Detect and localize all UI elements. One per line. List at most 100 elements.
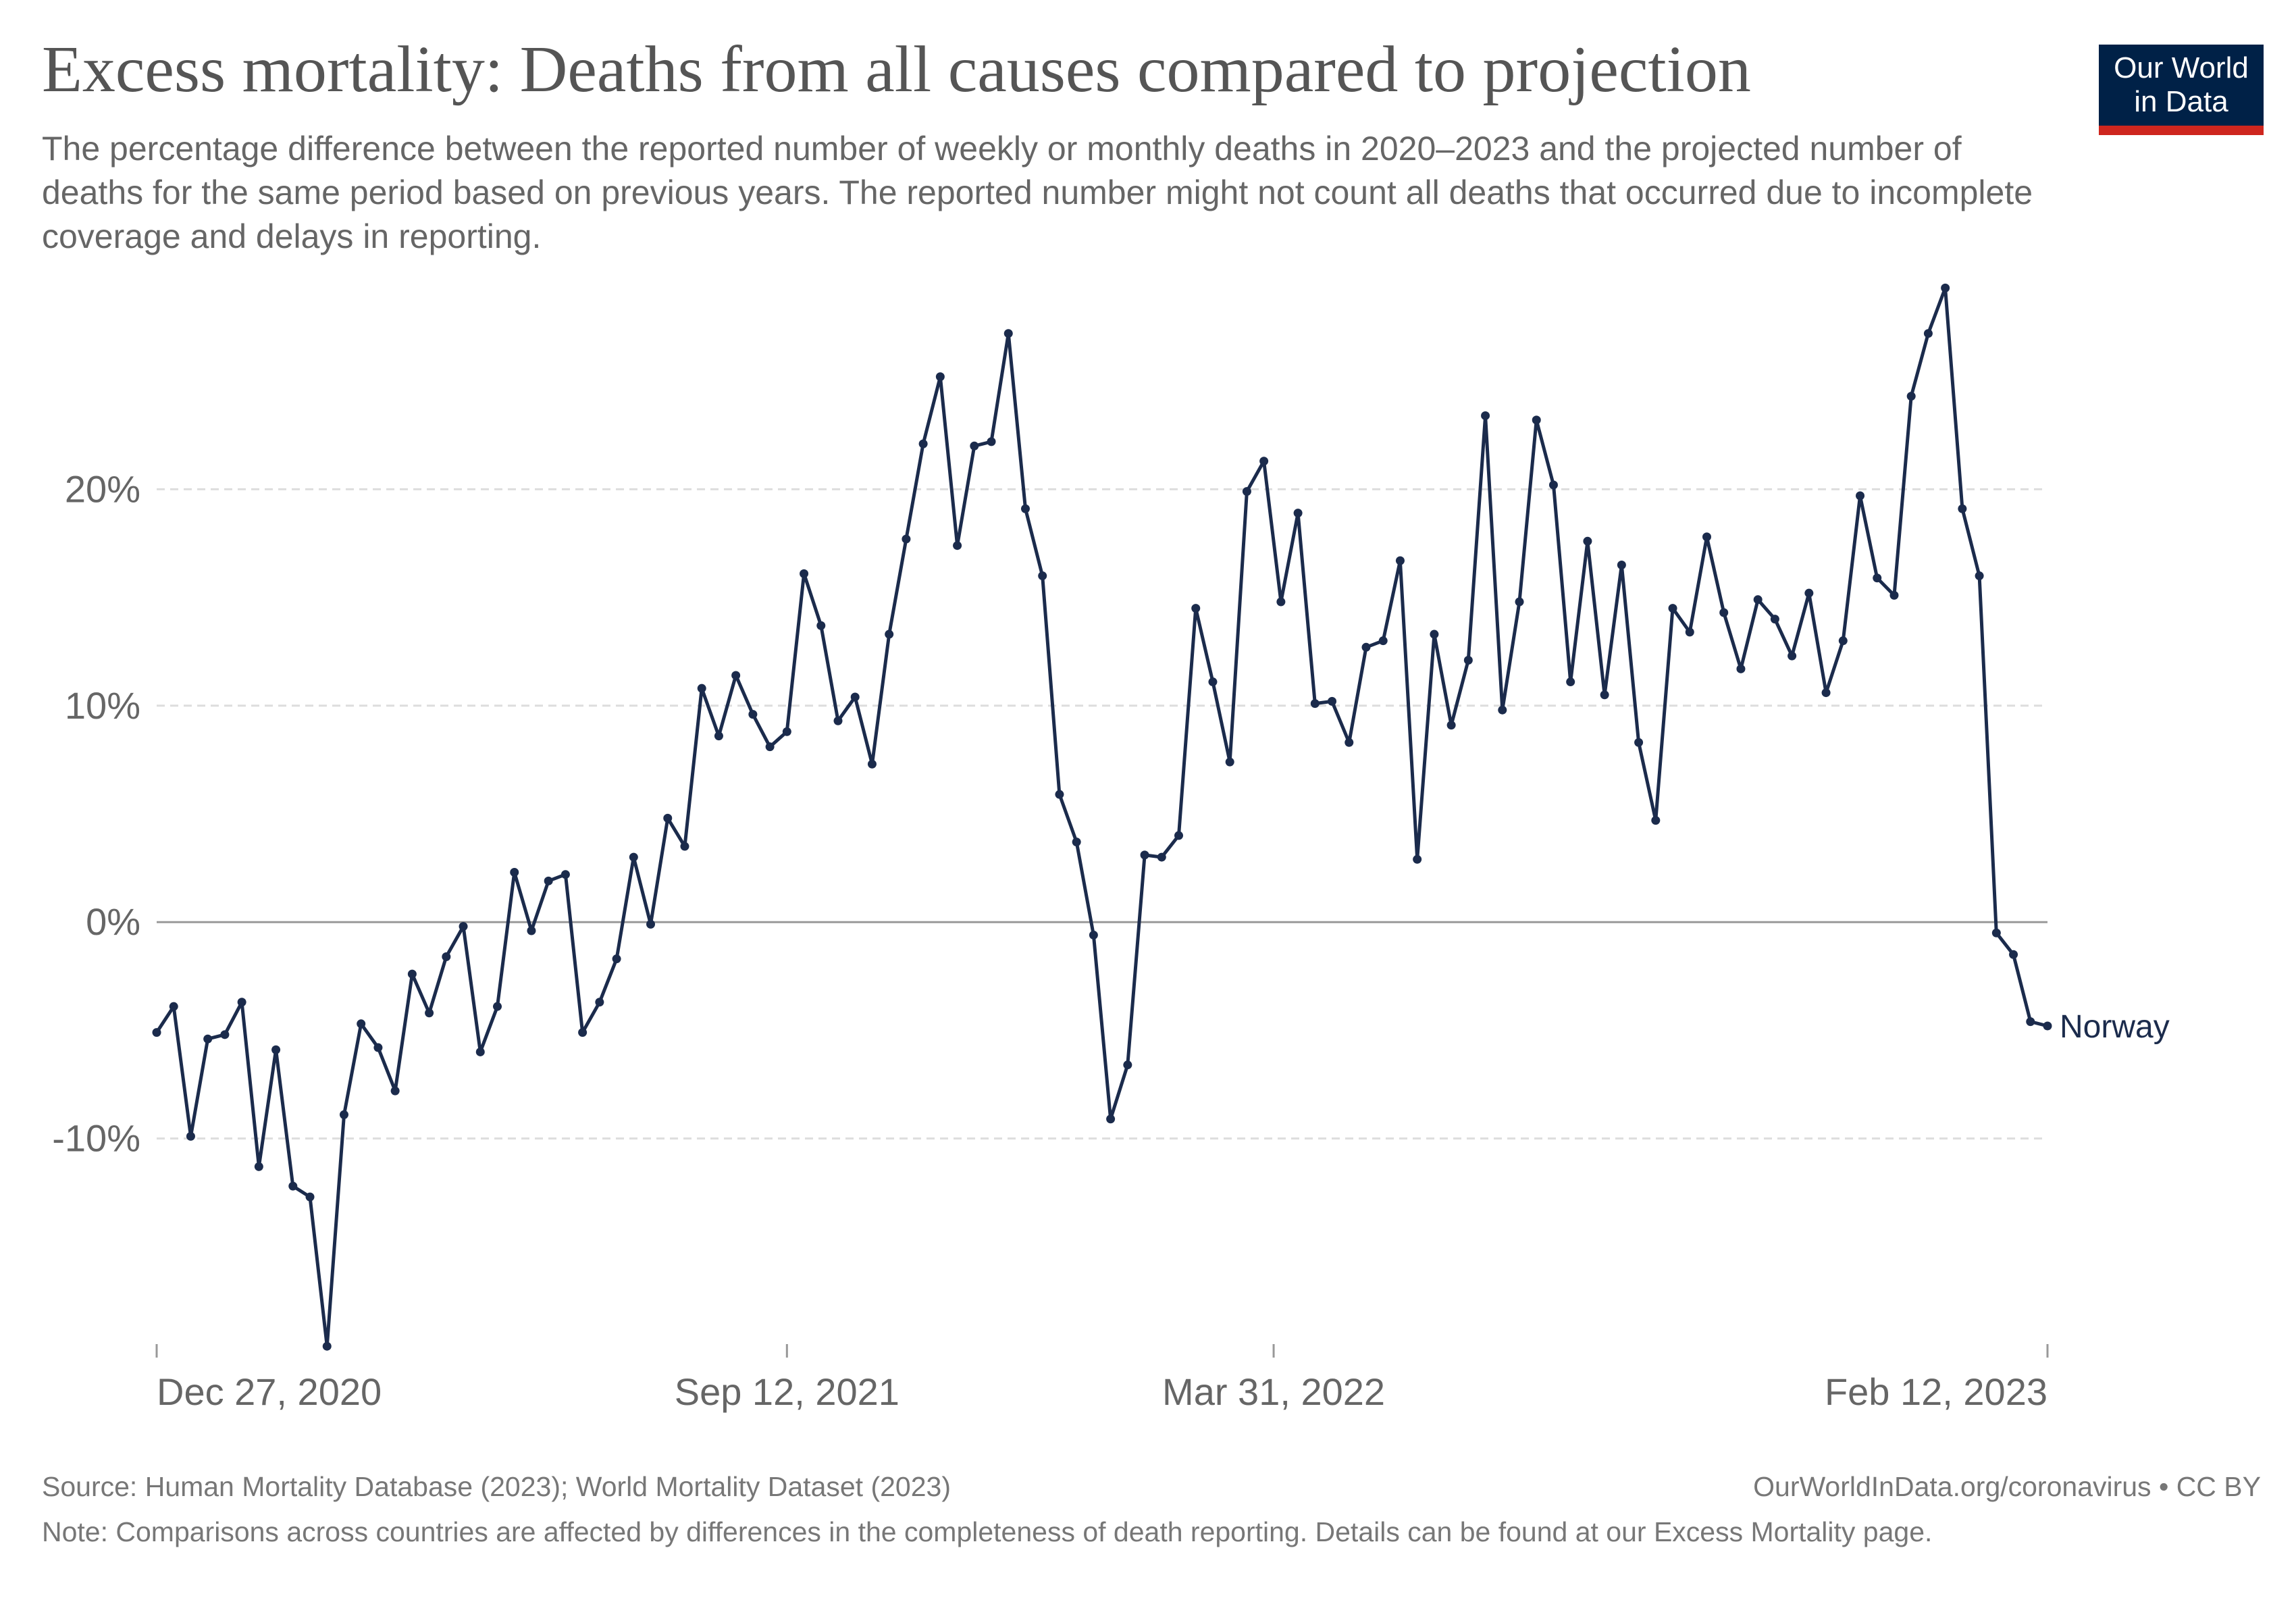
data-point (1345, 738, 1354, 747)
data-point (203, 1034, 213, 1044)
data-point (2043, 1021, 2052, 1031)
data-point (254, 1162, 263, 1171)
data-point (1804, 588, 1814, 598)
data-point (1413, 854, 1422, 864)
data-point (493, 1002, 502, 1011)
data-point (1651, 816, 1661, 825)
data-point (629, 852, 638, 862)
data-point (169, 1002, 178, 1011)
data-point (1055, 790, 1064, 799)
data-point (987, 437, 996, 446)
data-point (1481, 411, 1490, 420)
data-point (1668, 604, 1677, 613)
data-point (833, 716, 843, 725)
data-point (1395, 556, 1405, 565)
logo-line-2: in Data (2134, 85, 2228, 118)
data-point (1736, 664, 1746, 673)
data-point (697, 684, 706, 693)
data-point (1617, 561, 1626, 570)
data-point (1310, 699, 1320, 709)
data-point (237, 998, 246, 1007)
data-point (1753, 595, 1763, 604)
data-point (322, 1341, 332, 1351)
data-point (1430, 629, 1439, 639)
data-point (867, 759, 877, 769)
data-point (390, 1086, 400, 1096)
data-point (1072, 838, 1081, 847)
series-line (155, 286, 2050, 1348)
data-point (612, 954, 621, 964)
data-point (1906, 392, 1916, 401)
data-point (1515, 597, 1524, 607)
data-point (850, 692, 860, 702)
data-point (1941, 283, 1950, 292)
data-point (475, 1047, 485, 1056)
data-point (1821, 688, 1831, 698)
data-point (1889, 590, 1899, 600)
data-point (510, 868, 519, 877)
data-point (1583, 536, 1592, 546)
owid-logo[interactable]: Our World in Data (2099, 45, 2264, 135)
x-tick-label: Mar 31, 2022 (1162, 1370, 1385, 1413)
data-point (1259, 457, 1269, 466)
data-point (1038, 571, 1047, 581)
data-point (1600, 690, 1609, 700)
data-point (1991, 928, 2001, 937)
data-point (970, 441, 979, 451)
source-text: Source: Human Mortality Database (2023);… (42, 1471, 951, 1502)
data-point (1856, 491, 1865, 500)
data-point (339, 1110, 348, 1119)
data-point (800, 569, 809, 578)
data-point (1293, 509, 1303, 518)
x-tick-label: Sep 12, 2021 (675, 1370, 899, 1413)
data-point (1975, 571, 1984, 581)
data-point (220, 1030, 230, 1039)
data-point (2009, 950, 2018, 959)
data-point (1191, 604, 1201, 613)
line-chart: -10% 0% 10% 20% Dec 27, 2020 Sep 12, 2021 Mar … (52, 283, 2170, 1413)
data-point (1123, 1060, 1132, 1070)
data-point (918, 439, 928, 448)
data-point (305, 1192, 315, 1202)
data-point (1719, 608, 1729, 617)
data-point (935, 372, 945, 382)
data-point (186, 1131, 195, 1141)
data-point (1873, 573, 1882, 583)
data-point (1208, 677, 1218, 687)
y-tick-label: 20% (65, 467, 140, 510)
data-point (1106, 1114, 1116, 1124)
chart-subtitle: The percentage difference between the re… (42, 130, 2033, 255)
series-label-norway: Norway (2060, 1009, 2170, 1045)
source-link[interactable]: OurWorldInData.org/coronavirus • CC BY (1753, 1471, 2261, 1502)
data-point (1361, 642, 1371, 652)
data-point (902, 534, 911, 544)
y-tick-label: 10% (65, 684, 140, 727)
data-point (407, 969, 417, 979)
data-point (544, 876, 553, 885)
data-point (953, 541, 962, 550)
data-point (1242, 487, 1251, 496)
data-point (527, 926, 536, 935)
data-point (731, 671, 741, 680)
data-point (1923, 329, 1933, 338)
data-point (578, 1028, 588, 1037)
data-point (288, 1181, 298, 1191)
data-point (663, 813, 673, 823)
data-point (1020, 504, 1030, 513)
logo-line-1: Our World (2114, 51, 2249, 84)
data-point (1770, 615, 1779, 624)
data-point (816, 621, 826, 630)
data-point (595, 998, 604, 1007)
data-point (1548, 480, 1558, 490)
data-point (1140, 850, 1149, 860)
data-point (782, 727, 791, 736)
data-point (357, 1019, 366, 1029)
data-point (2026, 1017, 2035, 1027)
y-tick-label: -10% (52, 1117, 140, 1160)
data-point (373, 1043, 383, 1052)
data-point (271, 1045, 281, 1054)
data-point (1174, 831, 1184, 840)
data-point (885, 629, 894, 639)
data-point (1276, 597, 1286, 607)
data-point (765, 742, 775, 752)
